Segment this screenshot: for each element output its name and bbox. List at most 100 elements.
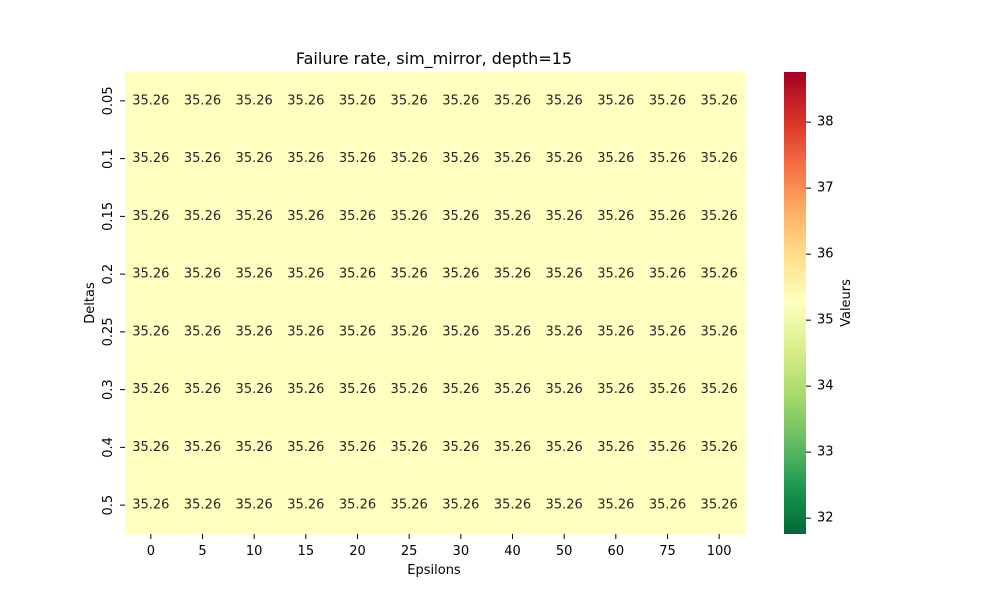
cell-value-label: 35.26 <box>597 93 634 108</box>
heatmap-cell <box>331 72 384 131</box>
cell-value-label: 35.26 <box>649 209 686 224</box>
cell-value-label: 35.26 <box>442 324 479 339</box>
heatmap-cell <box>435 72 488 131</box>
heatmap-cell <box>383 303 436 362</box>
cell-value-label: 35.26 <box>287 498 324 513</box>
heatmap-cell <box>125 72 178 131</box>
cell-value-label: 35.26 <box>184 151 221 166</box>
heatmap-cell <box>538 187 591 246</box>
cell-value-label: 35.26 <box>442 267 479 282</box>
cell-value-label: 35.26 <box>649 267 686 282</box>
colorbar-tick-label: 32 <box>817 511 834 526</box>
cell-value-label: 35.26 <box>701 209 738 224</box>
cell-value-label: 35.26 <box>649 151 686 166</box>
heatmap-cell <box>176 72 229 131</box>
heatmap-cell <box>486 476 539 535</box>
cell-value-label: 35.26 <box>546 498 583 513</box>
cell-value-label: 35.26 <box>701 151 738 166</box>
cell-value-label: 35.26 <box>287 324 324 339</box>
x-tick-label: 10 <box>246 544 263 559</box>
heatmap-cell <box>590 303 643 362</box>
cell-value-label: 35.26 <box>597 382 634 397</box>
heatmap-cell <box>693 418 746 477</box>
heatmap-cell <box>641 418 694 477</box>
heatmap-cell <box>228 360 281 419</box>
colorbar-tick-label: 35 <box>817 313 834 328</box>
x-axis: 0 5 10 15 20 25 30 40 50 60 75 100 <box>147 534 732 559</box>
x-tick-label: 30 <box>453 544 470 559</box>
heatmap-cell <box>228 129 281 188</box>
cell-value-label: 35.26 <box>649 498 686 513</box>
heatmap-cell <box>176 476 229 535</box>
cell-value-label: 35.26 <box>132 151 169 166</box>
cell-value-label: 35.26 <box>236 440 273 455</box>
heatmap-cell <box>176 418 229 477</box>
cell-value-label: 35.26 <box>236 324 273 339</box>
cell-value-label: 35.26 <box>597 267 634 282</box>
y-axis: 0.05 0.1 0.15 0.2 0.25 0.3 0.4 0.5 <box>101 86 125 515</box>
heatmap-cell <box>176 360 229 419</box>
heatmap-cell <box>435 303 488 362</box>
cell-value-label: 35.26 <box>339 209 376 224</box>
y-tick-label: 0.25 <box>101 317 116 346</box>
cell-value-label: 35.26 <box>494 440 531 455</box>
x-tick-label: 15 <box>298 544 315 559</box>
cell-value-label: 35.26 <box>236 267 273 282</box>
cell-value-label: 35.26 <box>184 209 221 224</box>
heatmap-cell <box>435 129 488 188</box>
heatmap-cell <box>435 245 488 304</box>
y-tick-label: 0.3 <box>101 379 116 400</box>
heatmap-cell <box>176 187 229 246</box>
cell-value-label: 35.26 <box>701 324 738 339</box>
cell-value-label: 35.26 <box>442 498 479 513</box>
cell-value-label: 35.26 <box>339 151 376 166</box>
heatmap-cell <box>693 476 746 535</box>
heatmap-cell <box>228 418 281 477</box>
heatmap-cell-labels: 35.26 35.26 35.26 35.26 35.26 35.26 35.26 35.26… <box>132 93 738 512</box>
heatmap-cell <box>435 360 488 419</box>
cell-value-label: 35.26 <box>391 209 428 224</box>
cell-value-label: 35.26 <box>391 382 428 397</box>
cell-value-label: 35.26 <box>339 267 376 282</box>
heatmap-cell <box>693 245 746 304</box>
heatmap-cell <box>641 360 694 419</box>
cell-value-label: 35.26 <box>184 382 221 397</box>
heatmap-cell <box>125 303 178 362</box>
cell-value-label: 35.26 <box>597 498 634 513</box>
cell-value-label: 35.26 <box>494 382 531 397</box>
heatmap-cell <box>383 129 436 188</box>
cell-value-label: 35.26 <box>649 382 686 397</box>
heatmap-cell <box>486 360 539 419</box>
heatmap-cell <box>383 476 436 535</box>
heatmap-cell <box>641 187 694 246</box>
heatmap-cell <box>125 360 178 419</box>
heatmap-cell <box>641 476 694 535</box>
x-tick-label: 50 <box>556 544 573 559</box>
cell-value-label: 35.26 <box>597 151 634 166</box>
cell-value-label: 35.26 <box>546 382 583 397</box>
cell-value-label: 35.26 <box>597 324 634 339</box>
heatmap-cell <box>280 360 333 419</box>
y-tick-label: 0.2 <box>101 264 116 285</box>
heatmap-cell <box>176 245 229 304</box>
heatmap-cell <box>228 72 281 131</box>
cell-value-label: 35.26 <box>287 382 324 397</box>
heatmap-cell <box>590 72 643 131</box>
cell-value-label: 35.26 <box>649 440 686 455</box>
heatmap-cell <box>693 72 746 131</box>
heatmap-cell <box>641 72 694 131</box>
cell-value-label: 35.26 <box>391 498 428 513</box>
heatmap-cell <box>125 245 178 304</box>
cell-value-label: 35.26 <box>442 151 479 166</box>
heatmap-cell <box>486 418 539 477</box>
cell-value-label: 35.26 <box>391 151 428 166</box>
heatmap-cell <box>590 476 643 535</box>
cell-value-label: 35.26 <box>184 324 221 339</box>
cell-value-label: 35.26 <box>546 151 583 166</box>
cell-value-label: 35.26 <box>184 93 221 108</box>
heatmap-cell <box>176 129 229 188</box>
cell-value-label: 35.26 <box>339 324 376 339</box>
y-tick-label: 0.15 <box>101 202 116 231</box>
heatmap-cell <box>280 129 333 188</box>
chart-title: Failure rate, sim_mirror, depth=15 <box>296 49 572 69</box>
